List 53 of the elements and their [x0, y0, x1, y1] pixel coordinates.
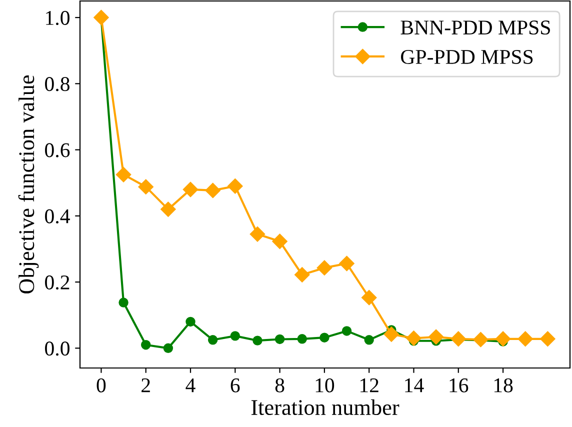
- legend-label: GP-PDD MPSS: [401, 50, 533, 64]
- point: [518, 331, 533, 346]
- y-tick-label: 0.8: [45, 77, 70, 92]
- point: [297, 334, 307, 344]
- legend-label: BNN-PDD MPSS: [400, 20, 550, 35]
- x-tick-label: 10: [316, 378, 334, 392]
- point: [320, 332, 330, 342]
- point: [186, 316, 196, 327]
- x-tick-label: 8: [275, 378, 284, 392]
- y-tick-label: 0.2: [45, 275, 70, 290]
- point: [384, 326, 399, 342]
- x-tick-label: 4: [186, 378, 196, 392]
- point: [182, 182, 198, 198]
- x-tick-label: 14: [405, 378, 424, 392]
- point: [450, 331, 466, 346]
- point: [230, 331, 240, 341]
- y-tick-label: 0.6: [45, 143, 70, 158]
- y-tick-label: 1.0: [46, 10, 70, 26]
- point: [272, 234, 288, 249]
- point: [495, 331, 511, 346]
- point: [160, 202, 176, 217]
- x-tick-label: 16: [450, 378, 468, 392]
- x-tick-label: 6: [230, 378, 240, 392]
- x-tick-label: 12: [360, 378, 378, 392]
- x-tick-label: 0: [96, 378, 106, 392]
- x-tick-label: 18: [494, 378, 513, 392]
- x-axis-title: Iteration number: [251, 399, 400, 416]
- point: [94, 10, 109, 26]
- x-tick-label: 2: [142, 378, 150, 392]
- point: [250, 226, 266, 242]
- point: [118, 298, 128, 308]
- point: [252, 336, 262, 346]
- y-tick-label: 0.4: [45, 209, 70, 224]
- point: [364, 335, 374, 345]
- y-tick-label: 0.0: [45, 342, 70, 356]
- point: [316, 260, 332, 276]
- point: [228, 178, 243, 194]
- point: [163, 343, 174, 354]
- y-axis-title: Objective function value: [18, 75, 39, 294]
- point: [294, 267, 310, 282]
- point: [540, 331, 556, 346]
- point: [138, 179, 154, 194]
- point: [339, 256, 354, 272]
- point: [116, 167, 132, 182]
- point: [274, 334, 285, 344]
- point: [208, 335, 218, 345]
- point: [205, 182, 220, 198]
- point: [473, 332, 488, 348]
- point: [428, 329, 444, 344]
- point: [406, 330, 422, 346]
- point: [140, 340, 151, 350]
- point: [342, 326, 352, 336]
- point: [362, 290, 377, 306]
